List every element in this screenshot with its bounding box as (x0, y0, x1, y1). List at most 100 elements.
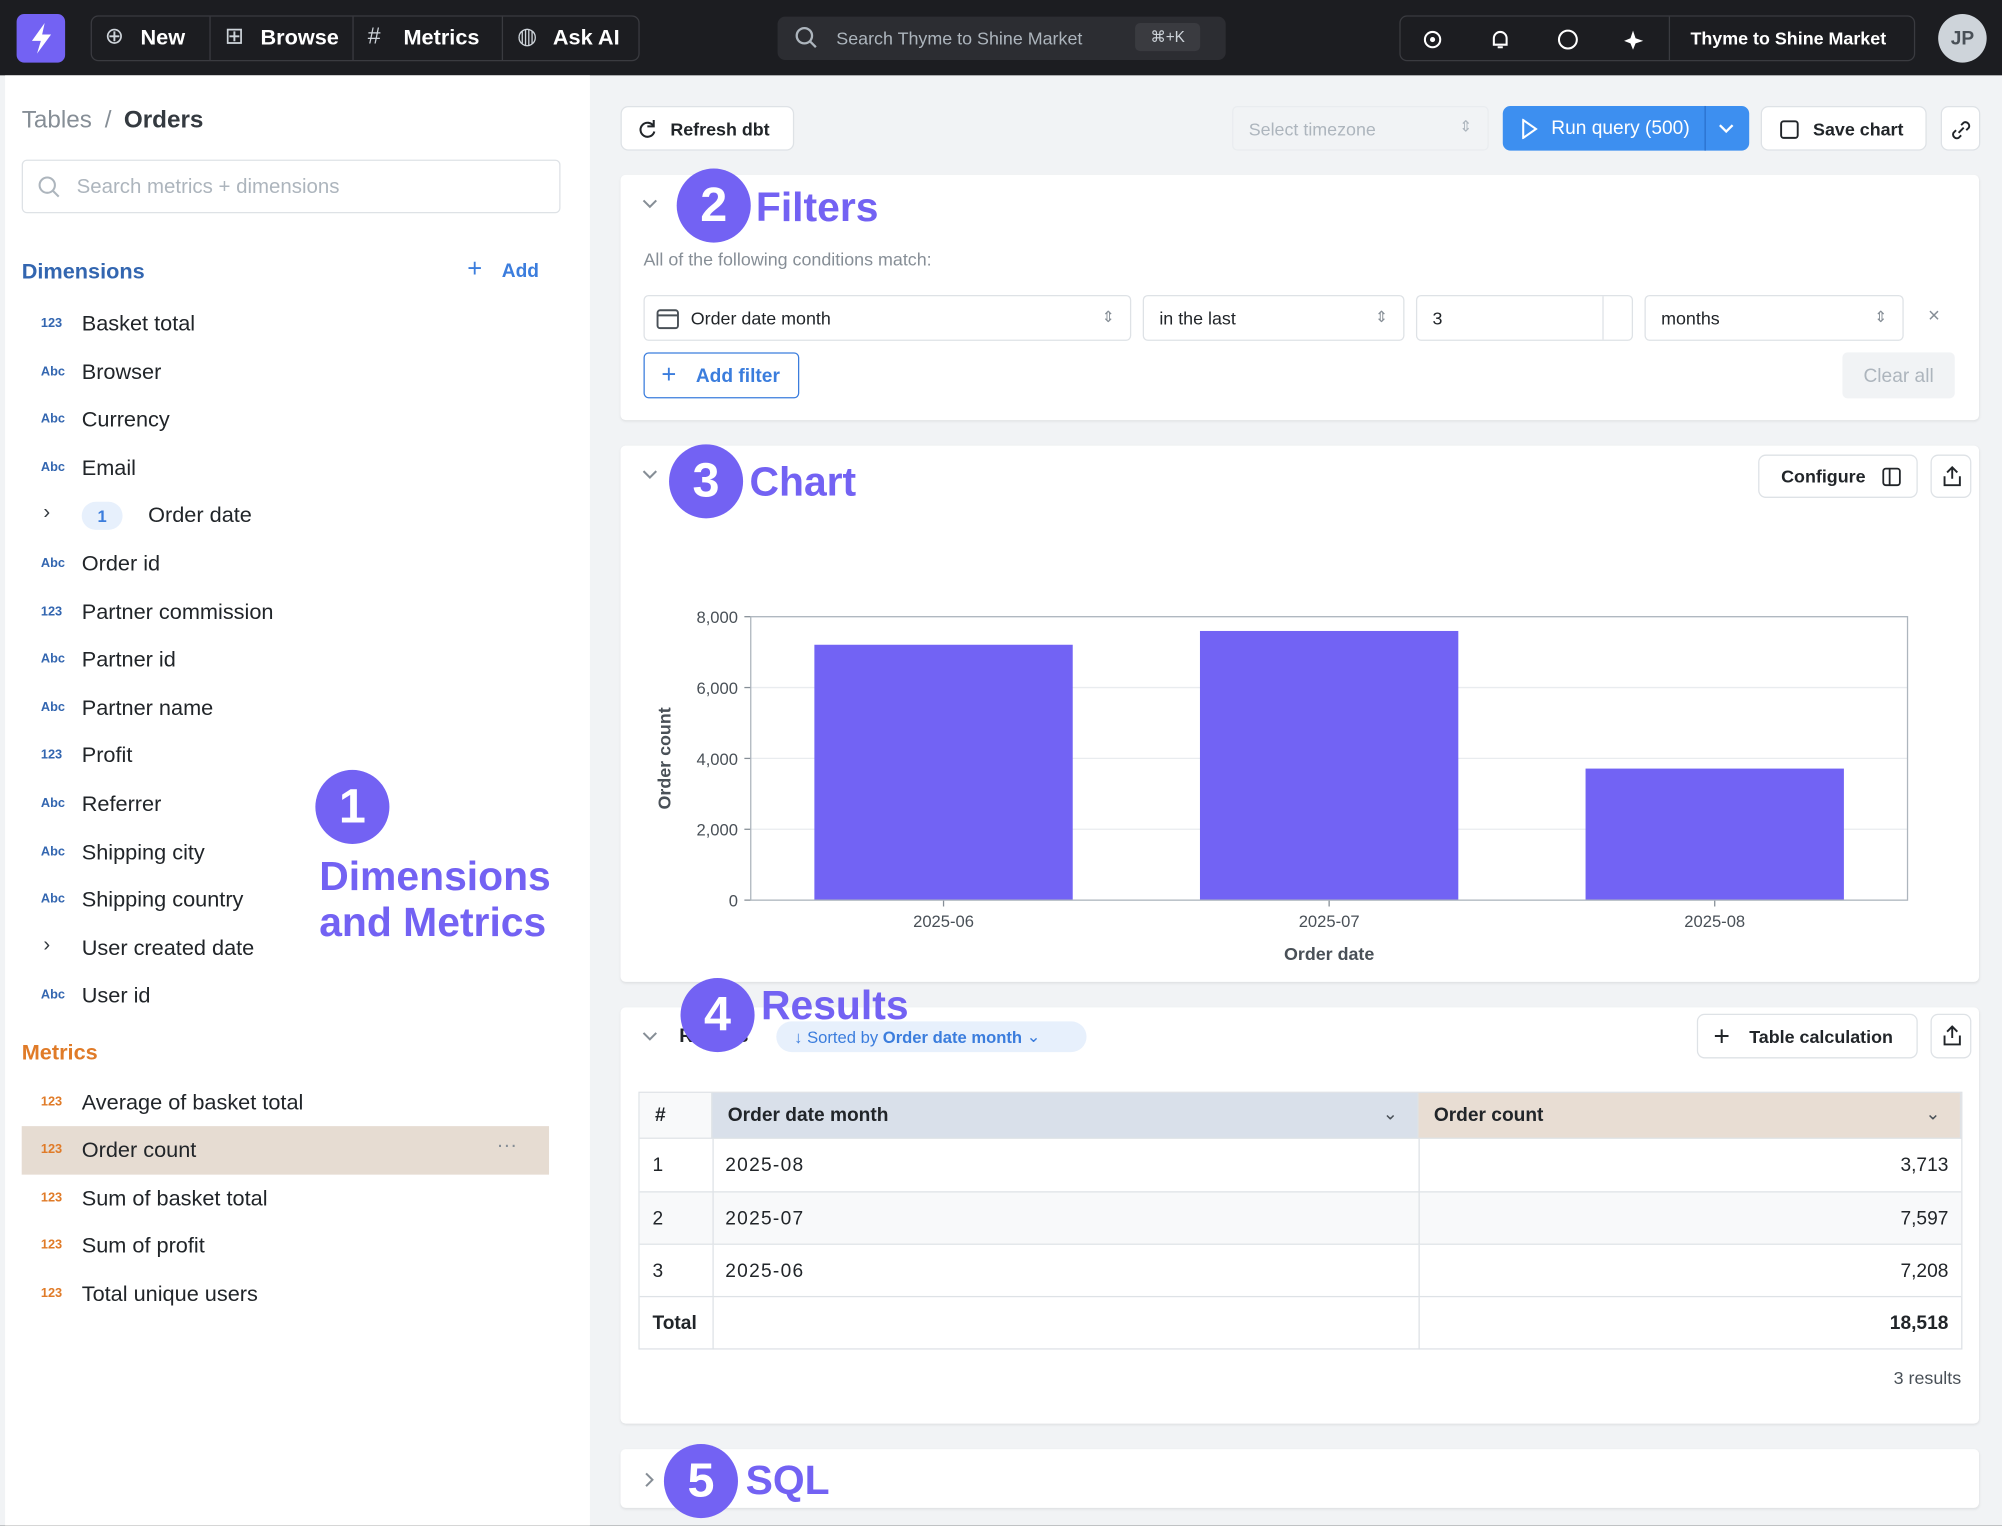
nav-item[interactable]: Metrics (403, 25, 480, 50)
total-label: Total (652, 1312, 697, 1335)
filter-value[interactable]: 3 (1415, 294, 1634, 341)
annotation-marker: 2 (676, 168, 751, 243)
remove-filter[interactable]: × (1927, 305, 1940, 327)
collapse-icon[interactable] (641, 1030, 659, 1043)
column-menu[interactable]: ⌄ (1925, 1103, 1941, 1124)
table-cell: 3,713 (1900, 1154, 1949, 1176)
annotation-label: Dimensions and Metrics (319, 852, 551, 945)
sort-field: Order date month (882, 1027, 1023, 1047)
field-item[interactable]: Profit (81, 743, 133, 768)
field-item[interactable]: Order count (81, 1138, 197, 1163)
field-item[interactable]: Total unique users (81, 1281, 258, 1306)
field-item[interactable]: Shipping city (81, 839, 205, 864)
column-menu[interactable]: ⌄ (1382, 1103, 1398, 1124)
field-item[interactable]: Order id (81, 551, 161, 576)
dropdown-icon[interactable] (1717, 121, 1735, 136)
global-search[interactable]: Search Thyme to Shine Market ⌘+K (777, 16, 1226, 61)
field-item[interactable]: Email (81, 455, 136, 480)
type-icon: Abc (40, 652, 65, 667)
type-icon: 123 (40, 748, 63, 763)
divider (1668, 16, 1671, 61)
y-tick-label: 6,000 (696, 679, 738, 698)
expand-icon[interactable]: › (43, 502, 51, 524)
top-actions: Thyme to Shine Market (1399, 15, 1916, 62)
x-tick-label: 2025-06 (913, 912, 974, 931)
share-icon (1943, 1025, 1961, 1046)
breadcrumb-root[interactable]: Tables (21, 107, 92, 135)
filter-field[interactable]: Order date month ⇕ (643, 294, 1132, 341)
settings-icon[interactable] (1421, 28, 1444, 51)
field-item[interactable]: Basket total (81, 311, 196, 336)
type-icon: Abc (40, 796, 65, 811)
expand-icon[interactable]: › (43, 934, 51, 957)
filter-operator[interactable]: in the last ⇕ (1142, 294, 1405, 341)
annotation-marker: 1 (315, 769, 390, 844)
field-item[interactable]: Referrer (81, 791, 162, 816)
expand-icon[interactable] (644, 1471, 657, 1489)
collapse-icon[interactable] (641, 469, 659, 482)
field-item[interactable]: Average of basket total (81, 1090, 304, 1115)
field-search[interactable]: Search metrics + dimensions (21, 159, 561, 214)
field-item[interactable]: User created date (81, 935, 255, 960)
bell-icon[interactable] (1489, 28, 1512, 51)
field-item[interactable]: Partner name (81, 695, 214, 720)
add-filter-button[interactable]: + Add filter (643, 352, 800, 399)
type-icon: Abc (40, 556, 65, 571)
field-item[interactable]: Browser (81, 359, 162, 384)
logo[interactable] (16, 14, 66, 63)
avatar[interactable]: JP (1938, 14, 1987, 63)
sort-badge[interactable]: ↓ Sorted by Order date month ⌄ (776, 1021, 1087, 1053)
table-cell: 2025-07 (725, 1207, 805, 1230)
annotation-label: Filters (755, 183, 879, 230)
search-icon (795, 26, 817, 49)
column-header-label[interactable]: Order count (1433, 1104, 1544, 1127)
help-icon[interactable] (1556, 28, 1579, 51)
type-icon: 123 (40, 1095, 63, 1110)
field-item[interactable]: Partner id (81, 647, 176, 672)
table-row (639, 1192, 1962, 1245)
nav-item[interactable]: Browse (260, 25, 339, 50)
shortcut: ⌘+K (1135, 22, 1201, 52)
button-label: Configure (1781, 466, 1866, 487)
type-icon: Abc (40, 844, 65, 859)
field-item[interactable]: Partner commission (81, 599, 274, 624)
plot-frame (750, 616, 1909, 901)
nav-item[interactable]: New (140, 25, 186, 50)
configure-button[interactable]: Configure (1758, 454, 1918, 498)
add-dimension[interactable]: Add (501, 260, 540, 283)
table-row (639, 1244, 1962, 1298)
column-header-label[interactable]: # (654, 1104, 666, 1127)
filter-unit[interactable]: months ⇕ (1644, 294, 1904, 341)
table-calculation-button[interactable]: + Table calculation (1696, 1013, 1918, 1059)
export-button[interactable] (1930, 1013, 1972, 1059)
annotation-label: Results (760, 981, 909, 1028)
field-item[interactable]: Order date (148, 503, 252, 528)
field-item[interactable]: Shipping country (81, 887, 244, 912)
results-card: Results ↓ Sorted by Order date month ⌄ +… (620, 1007, 1980, 1424)
clear-all-button[interactable]: Clear all (1842, 352, 1955, 399)
refresh-dbt-button[interactable]: Refresh dbt (620, 105, 795, 151)
save-chart-button[interactable]: Save chart (1760, 105, 1927, 151)
workspace-name[interactable]: Thyme to Shine Market (1690, 28, 1887, 49)
run-query-button[interactable]: Run query (500) (1502, 105, 1750, 151)
field-item[interactable]: Sum of profit (81, 1233, 205, 1258)
ai-icon[interactable] (1623, 28, 1646, 51)
nav-item[interactable]: Ask AI (552, 25, 620, 50)
field-item[interactable]: Sum of basket total (81, 1185, 268, 1211)
timezone-select[interactable]: Select timezone ⇕ (1232, 105, 1489, 151)
field-item[interactable]: User id (81, 983, 151, 1008)
calendar-icon (656, 309, 679, 330)
export-button[interactable] (1930, 454, 1972, 498)
annotation-label: Chart (749, 458, 857, 505)
field-item[interactable]: Currency (81, 407, 170, 432)
column-header-label[interactable]: Order date month (727, 1104, 889, 1127)
select-value: in the last (1159, 307, 1236, 329)
collapse-icon[interactable] (641, 198, 659, 211)
button-label: Add filter (695, 364, 780, 387)
search-icon (38, 176, 60, 198)
row-menu[interactable]: ··· (496, 1135, 518, 1158)
table-cell: 7,208 (1900, 1260, 1949, 1282)
share-link-button[interactable] (1940, 105, 1981, 151)
divider (1704, 105, 1706, 151)
